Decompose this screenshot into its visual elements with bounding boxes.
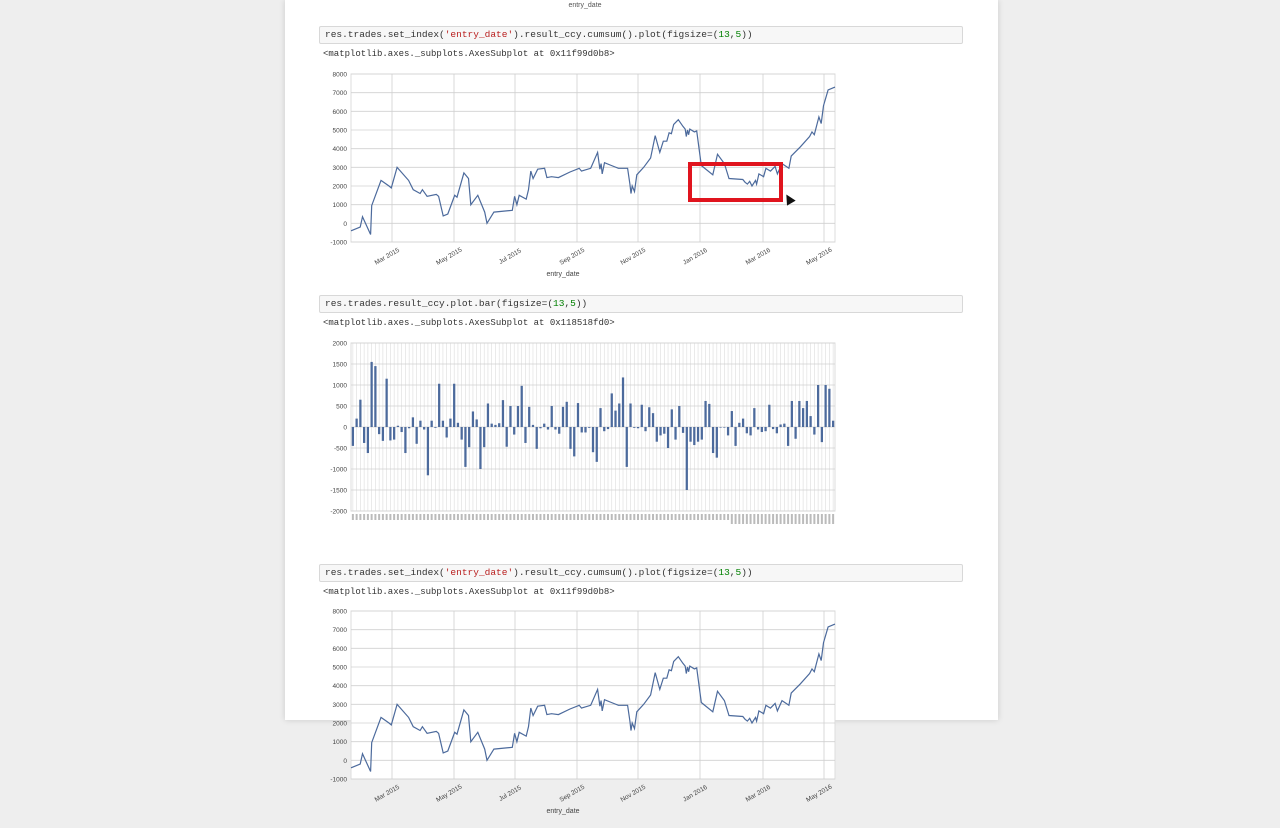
svg-text:Sep 2015: Sep 2015 (558, 247, 586, 267)
svg-text:3000: 3000 (333, 702, 348, 709)
svg-text:-1500: -1500 (330, 488, 347, 495)
svg-text:5000: 5000 (333, 128, 348, 135)
svg-text:7000: 7000 (333, 90, 348, 97)
svg-text:Mar 2015: Mar 2015 (374, 247, 402, 267)
svg-text:Jan 2016: Jan 2016 (682, 247, 709, 267)
svg-text:5000: 5000 (333, 665, 348, 672)
svg-text:0: 0 (343, 425, 347, 432)
cumsum-line-chart-1: -1000 0 1000 2000 3000 4000 5000 6000 7000 8000 Ma… (315, 66, 845, 291)
svg-text:-2000: -2000 (330, 509, 347, 516)
svg-text:-1000: -1000 (330, 240, 347, 247)
svg-text:-1000: -1000 (330, 467, 347, 474)
code-cell-2-output: <matplotlib.axes._subplots.AxesSubplot a… (323, 318, 615, 328)
svg-text:Sep 2015: Sep 2015 (558, 784, 586, 804)
result-bar-chart: -2000 -1500 -1000 -500 0 500 1000 1500 2000 (315, 335, 845, 560)
svg-text:7000: 7000 (333, 627, 348, 634)
svg-text:Nov 2015: Nov 2015 (619, 784, 647, 804)
svg-text:May 2016: May 2016 (805, 246, 834, 267)
svg-text:May 2015: May 2015 (435, 246, 464, 267)
svg-text:4000: 4000 (333, 683, 348, 690)
svg-text:1000: 1000 (333, 383, 348, 390)
line-chart-svg-2: -1000 0 1000 2000 3000 4000 5000 6000 7000 8000 Ma… (330, 609, 836, 815)
code-cell-3-input[interactable]: res.trades.set_index('entry_date').resul… (319, 564, 963, 582)
svg-text:0: 0 (343, 221, 347, 228)
svg-text:6000: 6000 (333, 109, 348, 116)
svg-text:Nov 2015: Nov 2015 (619, 247, 647, 267)
svg-text:Jul 2015: Jul 2015 (498, 784, 523, 803)
svg-text:-1000: -1000 (330, 777, 347, 784)
svg-text:4000: 4000 (333, 146, 348, 153)
svg-text:Mar 2016: Mar 2016 (745, 247, 773, 267)
svg-text:500: 500 (336, 404, 347, 411)
code-cell-1-output: <matplotlib.axes._subplots.AxesSubplot a… (323, 49, 615, 59)
svg-text:entry_date: entry_date (546, 808, 579, 815)
svg-text:1500: 1500 (333, 362, 348, 369)
svg-text:3000: 3000 (333, 165, 348, 172)
red-highlight-box (688, 162, 783, 202)
svg-text:1000: 1000 (333, 739, 348, 746)
svg-text:1000: 1000 (333, 202, 348, 209)
svg-text:8000: 8000 (333, 609, 348, 616)
svg-text:Mar 2016: Mar 2016 (745, 784, 773, 804)
svg-text:6000: 6000 (333, 646, 348, 653)
svg-text:8000: 8000 (333, 72, 348, 79)
svg-text:entry_date: entry_date (546, 271, 579, 278)
svg-text:2000: 2000 (333, 341, 348, 348)
svg-text:-500: -500 (334, 446, 347, 453)
previous-plot-xlabel: entry_date (568, 2, 602, 9)
svg-text:Jul 2015: Jul 2015 (498, 247, 523, 266)
svg-text:Jan 2016: Jan 2016 (682, 784, 709, 804)
line-chart-svg: -1000 0 1000 2000 3000 4000 5000 6000 7000 8000 Ma… (330, 72, 836, 278)
bar-chart-svg: -2000 -1500 -1000 -500 0 500 1000 1500 2000 (330, 341, 836, 524)
notebook-container: entry_date res.trades.set_index('entry_d… (285, 0, 998, 815)
code-cell-2-input[interactable]: res.trades.result_ccy.plot.bar(figsize=(… (319, 295, 963, 313)
code-cell-3-output: <matplotlib.axes._subplots.AxesSubplot a… (323, 587, 615, 597)
svg-text:2000: 2000 (333, 721, 348, 728)
svg-text:2000: 2000 (333, 184, 348, 191)
code-cell-1-input[interactable]: res.trades.set_index('entry_date').resul… (319, 26, 963, 44)
svg-text:0: 0 (343, 758, 347, 765)
svg-text:May 2015: May 2015 (435, 783, 464, 804)
cumsum-line-chart-2: -1000 0 1000 2000 3000 4000 5000 6000 7000 8000 Ma… (315, 603, 845, 828)
svg-text:May 2016: May 2016 (805, 783, 834, 804)
svg-text:Mar 2015: Mar 2015 (374, 784, 402, 804)
